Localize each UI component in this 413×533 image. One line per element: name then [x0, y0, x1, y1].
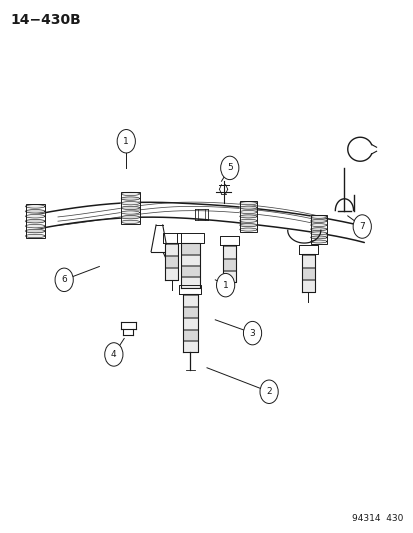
Polygon shape	[121, 201, 139, 205]
FancyBboxPatch shape	[223, 271, 236, 282]
FancyBboxPatch shape	[223, 246, 236, 257]
Circle shape	[243, 321, 261, 345]
FancyBboxPatch shape	[180, 266, 199, 277]
Polygon shape	[239, 201, 256, 205]
Polygon shape	[310, 224, 326, 227]
Polygon shape	[239, 219, 256, 222]
Text: 2: 2	[266, 387, 271, 396]
Polygon shape	[26, 215, 45, 218]
FancyBboxPatch shape	[182, 306, 198, 317]
FancyBboxPatch shape	[301, 268, 314, 279]
FancyBboxPatch shape	[182, 330, 198, 340]
Circle shape	[352, 215, 370, 238]
FancyBboxPatch shape	[165, 244, 178, 255]
FancyBboxPatch shape	[165, 269, 178, 280]
Polygon shape	[121, 197, 139, 200]
FancyBboxPatch shape	[180, 277, 199, 288]
FancyBboxPatch shape	[182, 295, 198, 306]
Polygon shape	[121, 220, 139, 223]
Text: 6: 6	[61, 276, 67, 284]
Circle shape	[117, 130, 135, 153]
FancyBboxPatch shape	[180, 244, 199, 254]
Polygon shape	[310, 228, 326, 231]
Text: 1: 1	[123, 137, 129, 146]
Circle shape	[220, 156, 238, 180]
Polygon shape	[239, 224, 256, 227]
FancyBboxPatch shape	[223, 259, 236, 270]
Polygon shape	[239, 215, 256, 218]
Polygon shape	[26, 235, 45, 238]
Circle shape	[216, 273, 234, 297]
Polygon shape	[121, 211, 139, 214]
FancyBboxPatch shape	[301, 255, 314, 266]
Polygon shape	[310, 236, 326, 239]
FancyBboxPatch shape	[165, 256, 178, 268]
Polygon shape	[26, 224, 45, 228]
Polygon shape	[26, 205, 45, 208]
FancyBboxPatch shape	[182, 318, 198, 329]
Polygon shape	[239, 211, 256, 214]
FancyBboxPatch shape	[180, 255, 199, 265]
FancyBboxPatch shape	[182, 341, 198, 352]
Polygon shape	[310, 215, 326, 219]
Circle shape	[55, 268, 73, 292]
Text: 7: 7	[358, 222, 364, 231]
FancyBboxPatch shape	[301, 280, 314, 292]
Circle shape	[104, 343, 123, 366]
Polygon shape	[121, 192, 139, 196]
Polygon shape	[26, 209, 45, 213]
Polygon shape	[239, 206, 256, 209]
Polygon shape	[310, 220, 326, 222]
Polygon shape	[26, 220, 45, 223]
Text: 14−430B: 14−430B	[10, 13, 81, 27]
Polygon shape	[26, 229, 45, 233]
Polygon shape	[310, 240, 326, 243]
Text: 4: 4	[111, 350, 116, 359]
Polygon shape	[121, 215, 139, 219]
Text: 3: 3	[249, 329, 255, 337]
Text: 1: 1	[222, 281, 228, 289]
Circle shape	[259, 380, 278, 403]
Polygon shape	[310, 232, 326, 235]
Polygon shape	[239, 228, 256, 231]
Text: 5: 5	[226, 164, 232, 172]
Polygon shape	[121, 206, 139, 209]
Text: 94314  430: 94314 430	[351, 514, 403, 523]
